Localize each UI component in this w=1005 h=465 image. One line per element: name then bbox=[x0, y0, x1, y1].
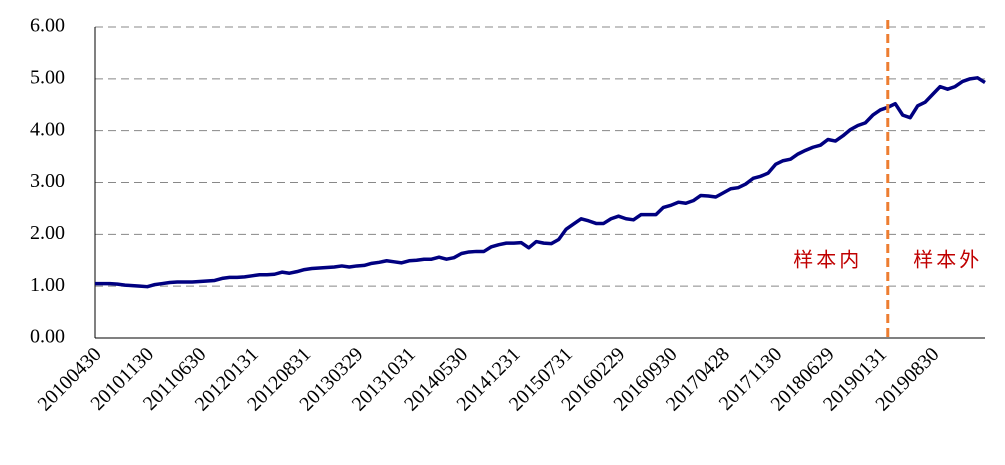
y-tick-label: 1.00 bbox=[30, 274, 65, 296]
annotation: 样本外 bbox=[913, 249, 982, 272]
y-tick-label: 4.00 bbox=[30, 118, 65, 140]
y-tick-label: 3.00 bbox=[30, 170, 65, 192]
y-tick-label: 6.00 bbox=[30, 15, 65, 37]
y-tick-label: 5.00 bbox=[30, 66, 65, 88]
series-line bbox=[95, 76, 986, 289]
y-tick-label: 2.00 bbox=[30, 222, 65, 244]
annotation: 样本内 bbox=[793, 249, 862, 272]
y-tick-label: 0.00 bbox=[30, 326, 65, 348]
